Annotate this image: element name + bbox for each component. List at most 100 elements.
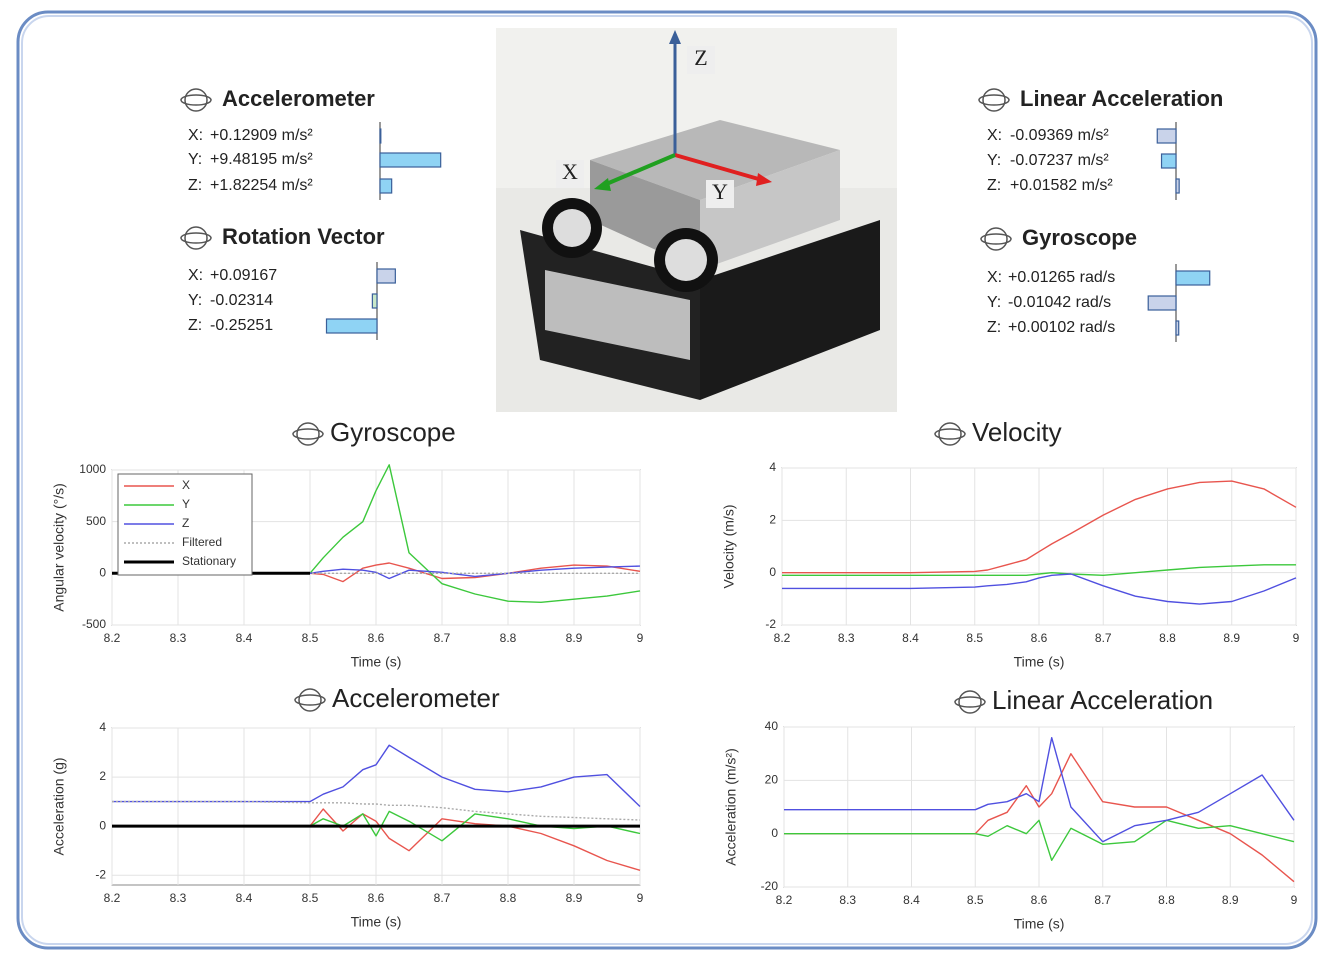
x-tick-label: 8.3 bbox=[170, 891, 187, 905]
readout-label: Y: bbox=[987, 294, 1001, 311]
robot-photo bbox=[496, 28, 897, 412]
readout-title: Linear Acceleration bbox=[1020, 86, 1223, 111]
x-tick-label: 8.4 bbox=[902, 631, 919, 645]
y-tick-label: -2 bbox=[95, 867, 106, 881]
readout-value: -0.25251 bbox=[210, 317, 273, 334]
readout-value: -0.02314 bbox=[210, 292, 273, 309]
y-axis-label: Acceleration (g) bbox=[51, 757, 67, 855]
y-tick-label: 0 bbox=[769, 565, 776, 579]
y-tick-label: 2 bbox=[769, 513, 776, 527]
readout-value: +1.82254 m/s² bbox=[210, 177, 313, 194]
x-axis-label: Time (s) bbox=[351, 654, 402, 670]
x-tick-label: 9 bbox=[637, 631, 644, 645]
icon bbox=[938, 422, 962, 446]
x-tick-label: 8.6 bbox=[1031, 893, 1048, 907]
readout-bar bbox=[1175, 320, 1180, 336]
data-line bbox=[784, 737, 1295, 843]
x-tick-label: 8.4 bbox=[903, 893, 920, 907]
y-axis-label: Velocity (m/s) bbox=[721, 504, 737, 588]
readout-label: Y: bbox=[188, 151, 202, 168]
x-tick-label: 8.4 bbox=[236, 631, 253, 645]
axis-label: X bbox=[562, 159, 578, 184]
readout-label: Y: bbox=[987, 152, 1001, 169]
readout-value: +0.12909 m/s² bbox=[210, 127, 313, 144]
y-tick-label: 4 bbox=[769, 460, 776, 474]
x-axis-label: Time (s) bbox=[1014, 654, 1065, 670]
x-tick-label: 8.5 bbox=[966, 631, 983, 645]
frame-inner bbox=[21, 15, 1313, 945]
readout-bar bbox=[325, 318, 378, 334]
y-tick-label: -500 bbox=[82, 617, 106, 631]
icon bbox=[298, 688, 322, 712]
chart-title: Accelerometer bbox=[332, 683, 500, 713]
y-tick-label: 0 bbox=[99, 818, 106, 832]
readout-label: X: bbox=[987, 269, 1002, 286]
y-tick-label: 0 bbox=[99, 566, 106, 580]
x-tick-label: 9 bbox=[1293, 631, 1300, 645]
readout-bar bbox=[379, 128, 382, 144]
legend-label: Filtered bbox=[182, 535, 222, 549]
y-tick-label: 4 bbox=[99, 720, 106, 734]
y-tick-label: 2 bbox=[99, 769, 106, 783]
x-tick-label: 8.8 bbox=[500, 891, 517, 905]
readout-label: Z: bbox=[188, 177, 202, 194]
x-tick-label: 8.6 bbox=[368, 631, 385, 645]
icon bbox=[978, 94, 1010, 106]
icon bbox=[296, 422, 320, 446]
icon bbox=[958, 690, 982, 714]
y-axis-label: Acceleration (m/s²) bbox=[723, 748, 739, 865]
readout-value: -0.07237 m/s² bbox=[1010, 152, 1109, 169]
readout-label: Y: bbox=[188, 292, 202, 309]
readout-title: Gyroscope bbox=[1022, 225, 1137, 250]
x-tick-label: 8.5 bbox=[302, 891, 319, 905]
x-tick-label: 8.3 bbox=[170, 631, 187, 645]
readout-value: +0.01582 m/s² bbox=[1010, 177, 1113, 194]
readout-bar bbox=[1160, 153, 1177, 169]
legend-label: Stationary bbox=[182, 554, 236, 568]
readout-value: +0.09167 bbox=[210, 267, 277, 284]
icon bbox=[184, 88, 208, 112]
readout-bar bbox=[1156, 128, 1177, 144]
icon bbox=[954, 696, 986, 708]
x-axis-label: Time (s) bbox=[1014, 916, 1065, 932]
data-line bbox=[112, 800, 641, 821]
x-tick-label: 8.9 bbox=[566, 631, 583, 645]
axis-label: Z bbox=[694, 45, 707, 70]
x-tick-label: 8.9 bbox=[1222, 893, 1239, 907]
icon bbox=[180, 94, 212, 106]
y-tick-label: 1000 bbox=[79, 462, 106, 476]
x-tick-label: 8.7 bbox=[434, 891, 451, 905]
icon bbox=[292, 428, 324, 440]
icon bbox=[980, 233, 1012, 245]
x-tick-label: 8.6 bbox=[1031, 631, 1048, 645]
readout-title: Rotation Vector bbox=[222, 224, 385, 249]
readout-bar bbox=[379, 152, 442, 168]
readout-bar bbox=[1147, 295, 1177, 311]
x-tick-label: 8.9 bbox=[1223, 631, 1240, 645]
readout-label: Z: bbox=[188, 317, 202, 334]
x-tick-label: 9 bbox=[637, 891, 644, 905]
x-tick-label: 8.3 bbox=[838, 631, 855, 645]
readout-label: X: bbox=[188, 267, 203, 284]
y-tick-label: 500 bbox=[86, 514, 106, 528]
x-tick-label: 8.2 bbox=[776, 893, 793, 907]
data-line bbox=[784, 819, 1295, 861]
x-axis-label: Time (s) bbox=[351, 914, 402, 930]
icon bbox=[982, 88, 1006, 112]
x-tick-label: 9 bbox=[1291, 893, 1298, 907]
readout-label: Z: bbox=[987, 319, 1001, 336]
data-line bbox=[782, 564, 1296, 576]
readout-label: Z: bbox=[987, 177, 1001, 194]
icon bbox=[934, 428, 966, 440]
x-tick-label: 8.4 bbox=[236, 891, 253, 905]
icon bbox=[984, 227, 1008, 251]
x-tick-label: 8.5 bbox=[302, 631, 319, 645]
x-tick-label: 8.7 bbox=[1094, 893, 1111, 907]
readout-value: -0.09369 m/s² bbox=[1010, 127, 1109, 144]
readout-value: -0.01042 rad/s bbox=[1008, 294, 1111, 311]
y-tick-label: -20 bbox=[761, 879, 779, 893]
x-tick-label: 8.2 bbox=[104, 631, 121, 645]
legend-label: X bbox=[182, 478, 190, 492]
y-tick-label: 20 bbox=[765, 773, 779, 787]
icon bbox=[180, 232, 212, 244]
